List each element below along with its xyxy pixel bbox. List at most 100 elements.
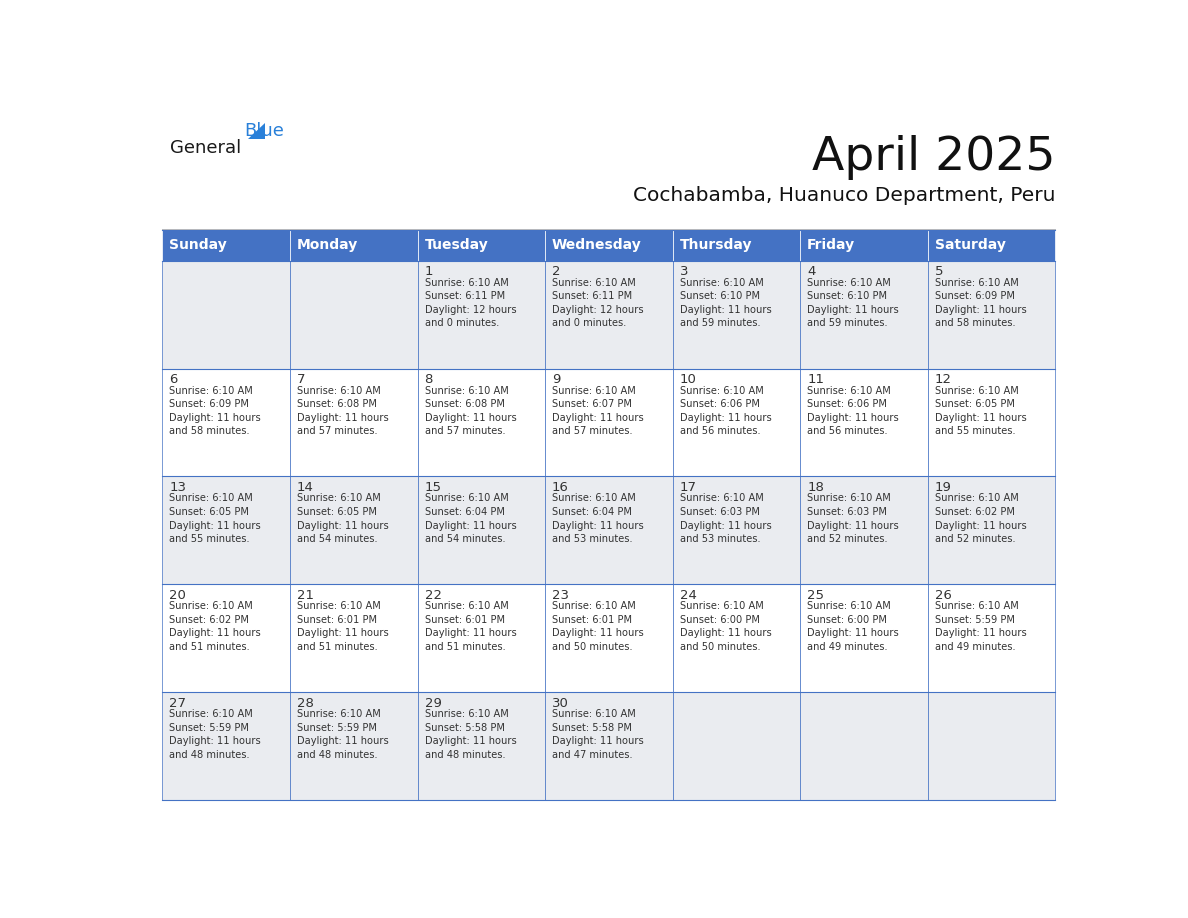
Text: Tuesday: Tuesday xyxy=(424,239,488,252)
Text: Sunrise: 6:10 AM
Sunset: 6:11 PM
Daylight: 12 hours
and 0 minutes.: Sunrise: 6:10 AM Sunset: 6:11 PM Dayligh… xyxy=(552,277,644,329)
Bar xyxy=(928,368,1055,476)
Text: 24: 24 xyxy=(680,589,696,602)
Text: 13: 13 xyxy=(170,481,187,494)
Text: 4: 4 xyxy=(807,265,815,278)
Text: Sunrise: 6:10 AM
Sunset: 6:02 PM
Daylight: 11 hours
and 51 minutes.: Sunrise: 6:10 AM Sunset: 6:02 PM Dayligh… xyxy=(170,601,261,652)
Bar xyxy=(801,230,928,261)
Bar xyxy=(545,230,672,261)
Text: Sunrise: 6:10 AM
Sunset: 6:10 PM
Daylight: 11 hours
and 59 minutes.: Sunrise: 6:10 AM Sunset: 6:10 PM Dayligh… xyxy=(807,277,899,329)
Text: Sunday: Sunday xyxy=(170,239,227,252)
Bar xyxy=(290,230,417,261)
Text: 16: 16 xyxy=(552,481,569,494)
Text: 15: 15 xyxy=(424,481,442,494)
Bar xyxy=(672,368,801,476)
Bar xyxy=(545,585,672,692)
Bar xyxy=(672,692,801,800)
Bar xyxy=(928,585,1055,692)
Bar xyxy=(417,585,545,692)
Text: Sunrise: 6:10 AM
Sunset: 6:01 PM
Daylight: 11 hours
and 51 minutes.: Sunrise: 6:10 AM Sunset: 6:01 PM Dayligh… xyxy=(424,601,517,652)
Text: Sunrise: 6:10 AM
Sunset: 6:09 PM
Daylight: 11 hours
and 58 minutes.: Sunrise: 6:10 AM Sunset: 6:09 PM Dayligh… xyxy=(935,277,1026,329)
Text: Sunrise: 6:10 AM
Sunset: 6:03 PM
Daylight: 11 hours
and 52 minutes.: Sunrise: 6:10 AM Sunset: 6:03 PM Dayligh… xyxy=(807,493,899,544)
Bar xyxy=(928,230,1055,261)
Bar xyxy=(163,692,290,800)
Bar xyxy=(163,261,290,368)
Text: 8: 8 xyxy=(424,374,432,386)
Bar xyxy=(417,230,545,261)
Text: General: General xyxy=(170,140,241,157)
Text: Sunrise: 6:10 AM
Sunset: 6:04 PM
Daylight: 11 hours
and 54 minutes.: Sunrise: 6:10 AM Sunset: 6:04 PM Dayligh… xyxy=(424,493,517,544)
Text: Sunrise: 6:10 AM
Sunset: 6:01 PM
Daylight: 11 hours
and 51 minutes.: Sunrise: 6:10 AM Sunset: 6:01 PM Dayligh… xyxy=(297,601,388,652)
Bar xyxy=(672,230,801,261)
Text: 17: 17 xyxy=(680,481,696,494)
Bar xyxy=(545,261,672,368)
Text: 25: 25 xyxy=(807,589,824,602)
Bar xyxy=(290,476,417,585)
Bar xyxy=(801,261,928,368)
Text: April 2025: April 2025 xyxy=(811,135,1055,180)
Text: Saturday: Saturday xyxy=(935,239,1005,252)
Bar xyxy=(163,368,290,476)
Bar xyxy=(672,476,801,585)
Bar xyxy=(417,261,545,368)
Bar xyxy=(163,585,290,692)
Text: Blue: Blue xyxy=(244,122,284,140)
Text: 20: 20 xyxy=(170,589,187,602)
Bar xyxy=(290,585,417,692)
Text: Sunrise: 6:10 AM
Sunset: 6:10 PM
Daylight: 11 hours
and 59 minutes.: Sunrise: 6:10 AM Sunset: 6:10 PM Dayligh… xyxy=(680,277,771,329)
Text: Sunrise: 6:10 AM
Sunset: 6:00 PM
Daylight: 11 hours
and 50 minutes.: Sunrise: 6:10 AM Sunset: 6:00 PM Dayligh… xyxy=(680,601,771,652)
Text: Sunrise: 6:10 AM
Sunset: 6:05 PM
Daylight: 11 hours
and 55 minutes.: Sunrise: 6:10 AM Sunset: 6:05 PM Dayligh… xyxy=(935,386,1026,436)
Text: Sunrise: 6:10 AM
Sunset: 6:05 PM
Daylight: 11 hours
and 54 minutes.: Sunrise: 6:10 AM Sunset: 6:05 PM Dayligh… xyxy=(297,493,388,544)
Text: 9: 9 xyxy=(552,374,561,386)
Text: 3: 3 xyxy=(680,265,688,278)
Bar xyxy=(417,368,545,476)
Text: Sunrise: 6:10 AM
Sunset: 5:59 PM
Daylight: 11 hours
and 49 minutes.: Sunrise: 6:10 AM Sunset: 5:59 PM Dayligh… xyxy=(935,601,1026,652)
Bar xyxy=(801,368,928,476)
Text: Sunrise: 6:10 AM
Sunset: 6:07 PM
Daylight: 11 hours
and 57 minutes.: Sunrise: 6:10 AM Sunset: 6:07 PM Dayligh… xyxy=(552,386,644,436)
Text: Thursday: Thursday xyxy=(680,239,752,252)
Bar xyxy=(417,476,545,585)
Text: 6: 6 xyxy=(170,374,178,386)
Text: Sunrise: 6:10 AM
Sunset: 6:00 PM
Daylight: 11 hours
and 49 minutes.: Sunrise: 6:10 AM Sunset: 6:00 PM Dayligh… xyxy=(807,601,899,652)
Text: Sunrise: 6:10 AM
Sunset: 5:58 PM
Daylight: 11 hours
and 48 minutes.: Sunrise: 6:10 AM Sunset: 5:58 PM Dayligh… xyxy=(424,709,517,760)
Text: 14: 14 xyxy=(297,481,314,494)
Text: 29: 29 xyxy=(424,697,442,710)
Text: Sunrise: 6:10 AM
Sunset: 6:01 PM
Daylight: 11 hours
and 50 minutes.: Sunrise: 6:10 AM Sunset: 6:01 PM Dayligh… xyxy=(552,601,644,652)
Bar xyxy=(928,692,1055,800)
Bar xyxy=(545,476,672,585)
Text: 1: 1 xyxy=(424,265,432,278)
Text: Sunrise: 6:10 AM
Sunset: 6:08 PM
Daylight: 11 hours
and 57 minutes.: Sunrise: 6:10 AM Sunset: 6:08 PM Dayligh… xyxy=(297,386,388,436)
Text: 23: 23 xyxy=(552,589,569,602)
Text: Sunrise: 6:10 AM
Sunset: 6:04 PM
Daylight: 11 hours
and 53 minutes.: Sunrise: 6:10 AM Sunset: 6:04 PM Dayligh… xyxy=(552,493,644,544)
Text: 19: 19 xyxy=(935,481,952,494)
Text: 11: 11 xyxy=(807,374,824,386)
Text: Sunrise: 6:10 AM
Sunset: 5:59 PM
Daylight: 11 hours
and 48 minutes.: Sunrise: 6:10 AM Sunset: 5:59 PM Dayligh… xyxy=(170,709,261,760)
Bar xyxy=(545,368,672,476)
Bar xyxy=(801,692,928,800)
Bar xyxy=(801,585,928,692)
Bar xyxy=(290,261,417,368)
Bar xyxy=(290,692,417,800)
Text: Sunrise: 6:10 AM
Sunset: 6:08 PM
Daylight: 11 hours
and 57 minutes.: Sunrise: 6:10 AM Sunset: 6:08 PM Dayligh… xyxy=(424,386,517,436)
Text: 30: 30 xyxy=(552,697,569,710)
Bar xyxy=(290,368,417,476)
Text: Sunrise: 6:10 AM
Sunset: 6:06 PM
Daylight: 11 hours
and 56 minutes.: Sunrise: 6:10 AM Sunset: 6:06 PM Dayligh… xyxy=(680,386,771,436)
Text: Monday: Monday xyxy=(297,239,359,252)
Bar xyxy=(928,261,1055,368)
Text: 28: 28 xyxy=(297,697,314,710)
Bar xyxy=(417,692,545,800)
Bar xyxy=(801,476,928,585)
Text: 26: 26 xyxy=(935,589,952,602)
Text: Cochabamba, Huanuco Department, Peru: Cochabamba, Huanuco Department, Peru xyxy=(633,185,1055,205)
Bar xyxy=(928,476,1055,585)
Text: 27: 27 xyxy=(170,697,187,710)
Bar xyxy=(163,230,290,261)
Text: 22: 22 xyxy=(424,589,442,602)
Text: Sunrise: 6:10 AM
Sunset: 6:05 PM
Daylight: 11 hours
and 55 minutes.: Sunrise: 6:10 AM Sunset: 6:05 PM Dayligh… xyxy=(170,493,261,544)
Polygon shape xyxy=(248,123,265,140)
Text: 5: 5 xyxy=(935,265,943,278)
Text: Friday: Friday xyxy=(807,239,855,252)
Text: 12: 12 xyxy=(935,374,952,386)
Text: Sunrise: 6:10 AM
Sunset: 6:06 PM
Daylight: 11 hours
and 56 minutes.: Sunrise: 6:10 AM Sunset: 6:06 PM Dayligh… xyxy=(807,386,899,436)
Text: 2: 2 xyxy=(552,265,561,278)
Text: Sunrise: 6:10 AM
Sunset: 6:11 PM
Daylight: 12 hours
and 0 minutes.: Sunrise: 6:10 AM Sunset: 6:11 PM Dayligh… xyxy=(424,277,516,329)
